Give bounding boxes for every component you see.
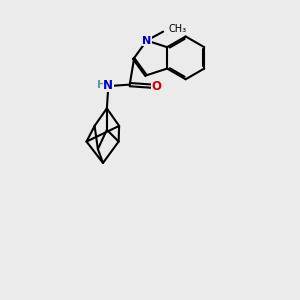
Text: N: N [142,35,152,46]
Text: H: H [97,80,106,90]
Text: O: O [152,80,161,93]
Text: N: N [103,79,113,92]
Text: CH₃: CH₃ [169,24,187,34]
